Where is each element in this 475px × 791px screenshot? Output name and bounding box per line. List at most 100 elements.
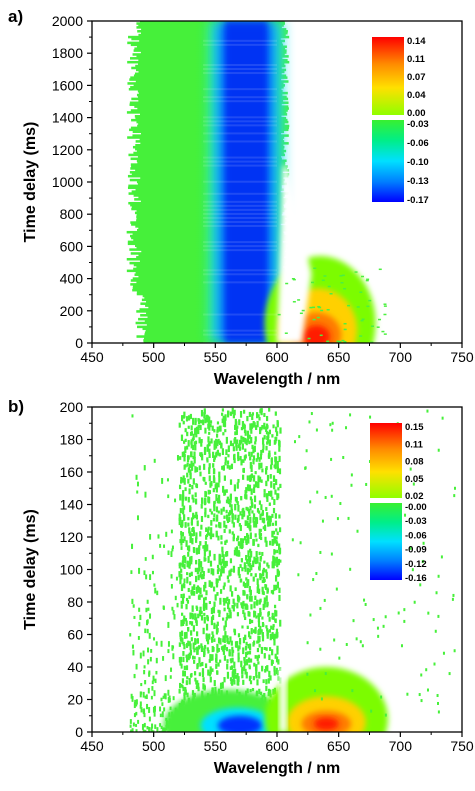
noise-streak [234,587,237,591]
noise-streak [184,438,187,442]
noise-streak [234,514,237,520]
noise-streak [261,437,265,445]
noise-streak [143,708,146,713]
noise-streak [270,625,273,630]
noise-streak [203,612,206,616]
noise-streak [155,641,158,646]
noise-pixel [365,482,368,486]
noise-streak [199,572,202,578]
noise-streak [131,728,134,732]
noise-pixel [365,279,369,282]
noise-streak [160,640,163,647]
noise-streak [264,668,267,673]
noise-streak [230,640,233,646]
panel-label: a) [8,7,23,26]
noise-streak [182,420,185,425]
noise-pixel [370,341,374,343]
noise-streak [268,517,271,522]
noise-streak [224,414,227,421]
noise-streak [221,681,224,689]
noise-streak [135,663,138,670]
noise-streak [227,454,230,458]
noise-pixel [452,593,455,597]
noise-pixel [368,299,372,302]
bleach-band-row [130,157,282,161]
noise-streak [227,445,230,453]
noise-streak [253,521,256,528]
noise-streak [183,411,186,418]
noise-pixel [285,282,289,285]
colorbar-label: -0.09 [405,545,427,556]
noise-streak [202,603,205,610]
noise-streak [179,517,182,522]
noise-streak [220,541,223,545]
noise-streak [276,581,279,589]
noise-streak [253,484,256,488]
bleach-band-row [136,310,281,313]
noise-streak [190,460,193,465]
noise-streak [229,503,232,508]
colorbar-label: -0.16 [405,573,427,584]
colorbar-label: 0.04 [407,90,426,101]
y-tick-label: 600 [60,238,84,254]
noise-streak [144,729,147,732]
noise-streak [183,692,186,697]
noise-streak [226,575,230,580]
noise-streak [159,713,162,718]
noise-streak [197,595,201,600]
noise-streak [221,550,224,558]
noise-pixel [453,494,456,498]
noise-streak [154,587,157,594]
noise-streak [181,637,184,645]
noise-pixel [342,455,345,459]
noise-streak [250,595,253,602]
noise-streak [244,437,247,444]
noise-streak [207,669,210,676]
noise-streak [259,607,262,615]
noise-pixel [291,538,294,542]
noise-streak [217,647,220,652]
noise-streak [275,431,279,437]
noise-streak [201,573,205,580]
noise-streak [271,530,274,538]
noise-streak [258,500,262,505]
noise-streak [130,729,133,732]
noise-streak [232,533,235,540]
noise-streak [179,456,182,460]
noise-streak [210,616,214,623]
noise-streak [265,423,269,430]
noise-streak [183,583,186,589]
noise-streak [236,425,239,429]
noise-streak [269,474,272,479]
bleach-band-row [126,257,287,261]
noise-streak [258,566,261,570]
noise-streak [167,697,170,703]
noise-streak [209,420,213,424]
noise-streak [246,625,249,630]
noise-streak [204,417,207,424]
noise-streak [207,555,210,563]
colorbar-label: -0.03 [407,119,429,130]
noise-streak [185,445,189,450]
noise-streak [219,638,222,645]
noise-streak [253,610,256,618]
noise-streak [209,423,212,428]
absorption-red [302,325,331,343]
noise-streak [269,693,272,698]
noise-pixel [317,305,321,308]
noise-streak [189,413,192,419]
noise-streak [193,451,196,458]
noise-streak [207,496,210,503]
noise-streak [251,502,254,508]
noise-streak [268,490,271,497]
noise-streak [215,578,218,585]
bleach-band-row [128,87,282,91]
noise-streak [250,604,253,610]
noise-streak [233,484,236,492]
noise-streak [185,597,189,602]
noise-streak [207,514,210,519]
noise-pixel [376,626,379,630]
noise-streak [241,443,244,450]
noise-streak [246,415,249,422]
noise-pixel [321,279,325,282]
